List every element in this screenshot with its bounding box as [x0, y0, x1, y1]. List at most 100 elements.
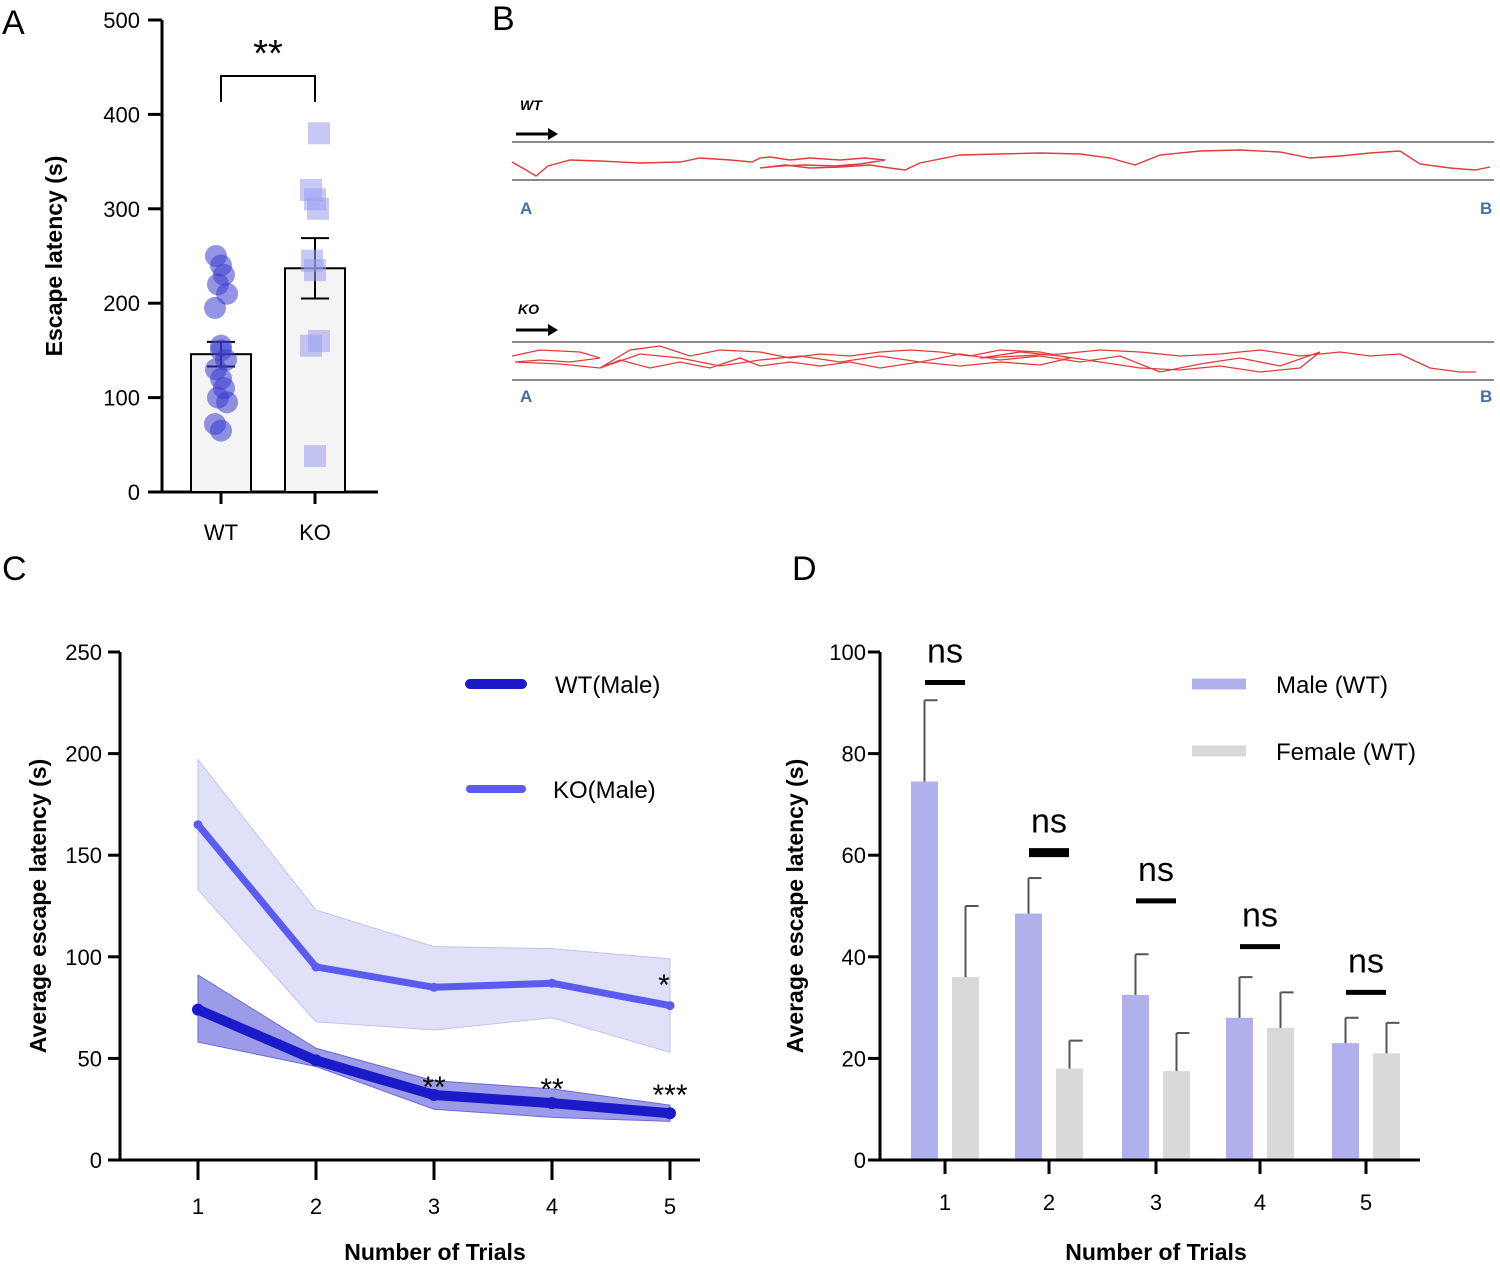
- series-point-ko: [311, 962, 321, 972]
- y-tick-label: 0: [90, 1148, 102, 1173]
- wt-track: WT A B: [511, 97, 1494, 218]
- legend-label-female: Female (WT): [1276, 739, 1416, 766]
- ko-swim-trace: [511, 345, 1476, 373]
- x-tick-label: WT: [204, 520, 238, 545]
- significance-stars: ***: [652, 1079, 687, 1112]
- y-tick-label: 40: [842, 945, 866, 970]
- x-tick-label: 2: [1043, 1190, 1055, 1215]
- ko-start-label: A: [520, 387, 532, 406]
- point-ko: [300, 178, 322, 201]
- bar-male: [1015, 913, 1042, 1160]
- panel-c-bands: [197, 758, 671, 1122]
- wt-start-label: A: [520, 199, 532, 218]
- legend-label-ko: KO(Male): [553, 777, 656, 804]
- x-tick-label: 4: [1254, 1190, 1266, 1215]
- x-tick-label: KO: [299, 520, 331, 545]
- wt-track-label: WT: [520, 97, 543, 113]
- bar-male: [1332, 1043, 1359, 1160]
- bar-female: [952, 977, 979, 1160]
- legend-label-wt: WT(Male): [555, 672, 660, 699]
- ns-label: ns: [1348, 942, 1384, 980]
- panel-a-axes: 0 100 200 300 400 500 WT KO Escape latency (s): [41, 8, 378, 545]
- bar-male: [911, 781, 938, 1160]
- wt-arrowhead-icon: [548, 128, 558, 140]
- bar-male: [1226, 1017, 1253, 1160]
- y-axis-label: Average escape latency (s): [782, 759, 808, 1053]
- panel-d-bars: [911, 699, 1400, 1160]
- bar-female: [1373, 1053, 1400, 1160]
- ko-arrowhead-icon: [548, 324, 558, 336]
- x-tick-label: 5: [664, 1194, 676, 1219]
- y-tick-label: 50: [78, 1046, 102, 1071]
- x-tick-label: 4: [546, 1194, 558, 1219]
- point-wt: [210, 334, 232, 357]
- ko-end-label: B: [1480, 387, 1492, 406]
- y-tick-label: 100: [65, 945, 102, 970]
- point-wt: [205, 245, 227, 267]
- series-point-ko: [665, 1001, 675, 1011]
- bar-male: [1122, 994, 1149, 1160]
- ns-label: ns: [927, 632, 963, 670]
- panel-a-significance: **: [220, 33, 316, 102]
- y-tick-label: 60: [842, 843, 866, 868]
- point-wt: [204, 413, 226, 436]
- y-tick-label: 300: [103, 197, 140, 222]
- ko-track-label: KO: [518, 301, 539, 317]
- panel-c-annotations: ** ** ****: [422, 969, 688, 1112]
- panel-d-axes: 0 20 40 60 80 100 1 2 3 4 5 Number of Trials Average…: [782, 640, 1420, 1264]
- y-tick-label: 500: [103, 8, 140, 33]
- wt-swim-trace: [511, 149, 1491, 177]
- y-tick-label: 400: [103, 102, 140, 127]
- wt-end-label: B: [1480, 199, 1492, 218]
- y-tick-label: 200: [65, 742, 102, 767]
- significance-stars: **: [540, 1073, 564, 1106]
- y-axis-label: Average escape latency (s): [25, 759, 51, 1053]
- panel-c-lines: [192, 820, 676, 1120]
- series-point-ko: [193, 820, 203, 830]
- bar-female: [1267, 1027, 1294, 1160]
- x-axis-label: Number of Trials: [1065, 1239, 1246, 1264]
- panel-b: B WT A B KO A B: [492, 0, 1494, 406]
- panel-c: C 0 50 100 150 200 250 1 2 3 4 5 Number of Trials Av…: [2, 550, 700, 1264]
- y-axis-label: Escape latency (s): [41, 156, 67, 357]
- significance-bracket: [220, 75, 316, 102]
- panel-d: D 0 20 40 60 80 100 1 2 3 4 5 Number of Trials Avera…: [782, 550, 1420, 1264]
- y-tick-label: 0: [854, 1148, 866, 1173]
- x-tick-label: 3: [1150, 1190, 1162, 1215]
- panel-d-letter: D: [792, 550, 817, 588]
- x-axis-label: Number of Trials: [344, 1239, 525, 1264]
- legend-label-male: Male (WT): [1276, 672, 1388, 699]
- y-tick-label: 250: [65, 640, 102, 665]
- series-point-wt: [192, 1003, 204, 1016]
- y-tick-label: 0: [128, 480, 140, 505]
- bar-female: [1163, 1071, 1190, 1160]
- panel-c-axes: 0 50 100 150 200 250 1 2 3 4 5 Number of Trials Aver…: [25, 640, 700, 1264]
- x-tick-label: 2: [310, 1194, 322, 1219]
- y-tick-label: 200: [103, 291, 140, 316]
- ns-label: ns: [1031, 803, 1067, 841]
- panel-c-letter: C: [2, 550, 27, 588]
- series-point-wt: [310, 1054, 322, 1067]
- panel-a-points: [204, 122, 330, 468]
- point-ko: [308, 329, 330, 352]
- ko-track: KO A B: [511, 301, 1494, 406]
- y-tick-label: 20: [842, 1046, 866, 1071]
- y-tick-label: 100: [829, 640, 866, 665]
- significance-stars: *: [658, 969, 670, 1002]
- series-point-wt: [428, 1088, 440, 1101]
- point-ko: [308, 122, 330, 145]
- y-tick-label: 80: [842, 742, 866, 767]
- significance-stars: **: [253, 33, 283, 75]
- panel-b-letter: B: [492, 0, 515, 38]
- bar-female: [1056, 1068, 1083, 1160]
- panel-d-annotations: ns ns ns ns ns: [925, 632, 1386, 995]
- series-point-ko: [547, 978, 557, 988]
- series-point-ko: [429, 982, 439, 992]
- x-tick-label: 3: [428, 1194, 440, 1219]
- panel-d-legend: Male (WT) Female (WT): [1192, 672, 1416, 766]
- ns-label: ns: [1242, 897, 1278, 935]
- point-ko: [301, 249, 323, 272]
- point-ko: [304, 445, 326, 468]
- y-tick-label: 100: [103, 386, 140, 411]
